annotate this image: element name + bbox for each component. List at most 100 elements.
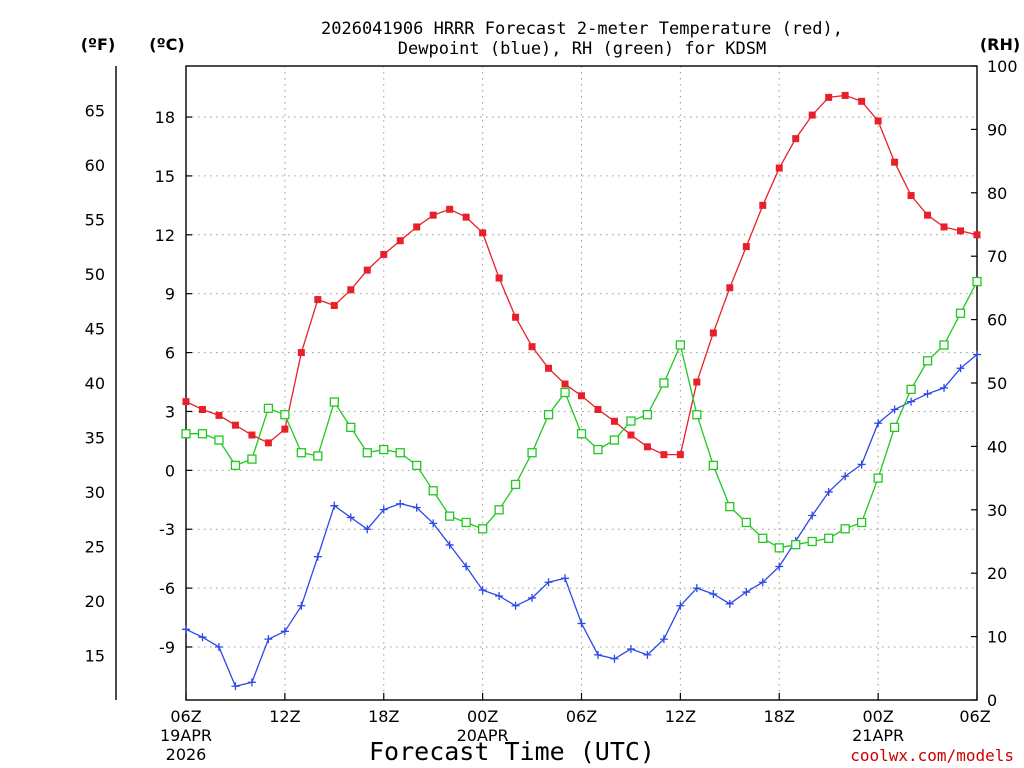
- rh-point: [263, 403, 274, 414]
- 2-meter-temperature-point: [578, 392, 585, 400]
- celsius-tick-label: -9: [159, 638, 175, 657]
- 2-meter-temperature-point: [594, 405, 602, 413]
- rh-point: [230, 460, 241, 471]
- celsius-tick-label: 12: [155, 226, 175, 245]
- x-tick-label: 06Z: [170, 707, 201, 726]
- credit-text: coolwx.com/models: [850, 746, 1014, 765]
- 2-meter-temperature-point: [676, 451, 684, 459]
- dewpoint-point: [956, 364, 965, 373]
- rh-point: [889, 422, 900, 433]
- 2-meter-temperature-point: [627, 431, 635, 439]
- x-tick-label: 00Z: [467, 707, 498, 726]
- rh-point: [642, 410, 653, 420]
- dewpoint-point: [758, 578, 767, 587]
- 2-meter-temperature-point: [363, 266, 371, 274]
- dewpoint-point: [264, 635, 273, 644]
- fahrenheit-tick-label: 15: [85, 647, 105, 666]
- dewpoint-point: [973, 350, 981, 359]
- rh-point: [395, 448, 405, 458]
- rh-point: [609, 435, 620, 445]
- rh-point: [560, 387, 570, 398]
- rh-tick-label: 0: [987, 691, 997, 710]
- rh-point: [774, 543, 784, 553]
- 2-meter-temperature-point: [891, 158, 899, 166]
- dewpoint-point: [923, 389, 932, 398]
- 2-meter-temperature-point: [841, 91, 849, 99]
- dewpoint-point: [231, 682, 240, 691]
- 2-meter-temperature-point: [792, 135, 800, 143]
- 2-meter-temperature-point: [429, 211, 437, 219]
- celsius-tick-label: -6: [159, 579, 175, 598]
- rh-tick-label: 40: [987, 437, 1007, 456]
- 2-meter-temperature-point: [314, 296, 322, 304]
- chart-title-line-1: 2026041906 HRRR Forecast 2-meter Tempera…: [321, 19, 843, 39]
- 2-meter-temperature-point: [264, 439, 272, 447]
- x-tick-label: 06Z: [959, 707, 990, 726]
- fahrenheit-tick-label: 50: [85, 265, 105, 284]
- 2-meter-temperature-point: [825, 93, 833, 101]
- rh-point: [626, 416, 636, 426]
- rh-point: [708, 460, 718, 471]
- 2-meter-temperature-point: [660, 451, 668, 459]
- fahrenheit-tick-label: 60: [85, 156, 105, 175]
- 2-meter-temperature-point: [775, 164, 783, 172]
- dewpoint-point: [561, 574, 570, 583]
- dewpoint-point: [824, 487, 833, 496]
- rh-point: [543, 410, 554, 420]
- dewpoint-point: [857, 460, 866, 469]
- rh-tick-label: 10: [987, 628, 1007, 647]
- x-tick-date-label: 21APR: [852, 726, 904, 745]
- celsius-tick-label: 18: [155, 108, 175, 127]
- rh-point: [181, 429, 191, 439]
- dewpoint-point: [528, 593, 537, 602]
- fahrenheit-tick-label: 20: [85, 592, 105, 611]
- rh-point: [824, 533, 834, 543]
- 2-meter-temperature-point: [924, 211, 932, 219]
- 2-meter-temperature-point: [940, 223, 948, 231]
- dewpoint-point: [198, 633, 207, 642]
- rh-point: [280, 410, 290, 420]
- rh-point: [247, 454, 257, 464]
- x-tick-label: 12Z: [269, 707, 300, 726]
- 2-meter-temperature-point: [610, 417, 618, 425]
- 2-meter-temperature-point: [693, 378, 701, 386]
- dewpoint-point: [396, 499, 405, 508]
- dewpoint-point: [297, 601, 306, 610]
- dewpoint-point: [692, 584, 701, 593]
- fahrenheit-tick-label: 45: [85, 320, 105, 339]
- rh-point: [510, 479, 521, 490]
- rh-tick-label: 30: [987, 501, 1007, 520]
- dewpoint-point: [709, 590, 718, 599]
- rh-point: [659, 378, 669, 388]
- 2-meter-temperature-point: [907, 192, 915, 200]
- 2-meter-temperature-point: [215, 411, 223, 419]
- rh-point: [840, 524, 850, 534]
- dewpoint-point: [214, 643, 223, 652]
- fahrenheit-tick-label: 65: [85, 101, 105, 120]
- 2-meter-temperature-point: [231, 421, 239, 429]
- 2-meter-temperature-point: [347, 286, 355, 294]
- dewpoint-point: [330, 501, 339, 510]
- rh-tick-label: 80: [987, 184, 1007, 203]
- 2-meter-temperature-point: [198, 405, 206, 413]
- dewpoint-point: [725, 599, 734, 608]
- dewpoint-point: [874, 419, 883, 428]
- 2-meter-temperature-point: [182, 398, 190, 406]
- 2-meter-temperature-point: [973, 231, 981, 239]
- celsius-tick-label: 3: [165, 402, 175, 421]
- rh-point: [955, 308, 966, 318]
- rh-tick-label: 20: [987, 564, 1007, 583]
- x-tick-label: 18Z: [368, 707, 399, 726]
- celsius-tick-label: 9: [165, 285, 175, 304]
- 2-meter-temperature-point: [709, 329, 717, 337]
- dewpoint-point: [659, 635, 668, 644]
- 2-meter-temperature-point: [512, 313, 520, 321]
- 2-meter-temperature-point: [561, 380, 569, 388]
- rh-point: [428, 486, 438, 496]
- 2-meter-temperature-point: [858, 97, 866, 105]
- rh-point: [906, 384, 916, 394]
- rh-point: [922, 356, 933, 366]
- dewpoint-point: [511, 601, 520, 610]
- rh-point: [346, 422, 356, 433]
